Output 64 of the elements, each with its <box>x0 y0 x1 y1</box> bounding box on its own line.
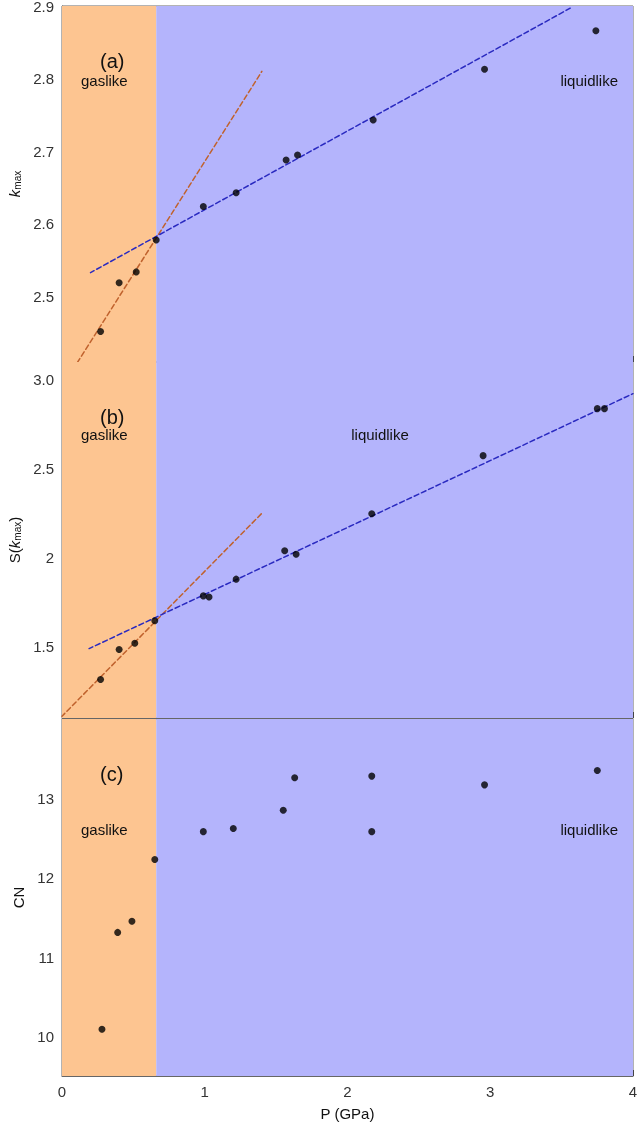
point <box>292 550 300 558</box>
point <box>481 65 489 73</box>
y-tick-label: 2 <box>45 549 54 567</box>
point <box>115 645 123 653</box>
point <box>368 772 376 780</box>
x-tick-label: 1 <box>200 1083 209 1100</box>
x-tick-label: 0 <box>57 1083 67 1100</box>
point <box>481 781 489 789</box>
y-tick-label: 13 <box>37 789 54 807</box>
point <box>279 806 287 814</box>
point <box>368 510 376 518</box>
point <box>291 774 299 782</box>
band-label: liquidlike <box>560 821 618 838</box>
band-label: gaslike <box>81 72 128 89</box>
point <box>128 917 136 925</box>
band-label: gaslike <box>81 821 128 838</box>
point <box>199 203 207 211</box>
y-axis-title: CN <box>10 886 28 909</box>
point <box>294 151 302 159</box>
point <box>115 279 123 287</box>
y-tick-label: 12 <box>37 869 54 887</box>
point <box>199 828 207 836</box>
y-tick-label: 2.8 <box>33 70 54 88</box>
point <box>593 767 601 775</box>
y-tick-label: 2.5 <box>33 288 54 306</box>
point <box>152 236 160 244</box>
annotation: (a) <box>100 50 125 72</box>
annotation: (b) <box>100 406 125 428</box>
point <box>369 116 377 124</box>
annotation: (c) <box>100 763 124 785</box>
point <box>600 405 608 413</box>
point <box>232 189 240 197</box>
point <box>131 639 139 647</box>
x-tick-label: 2 <box>343 1083 352 1100</box>
point <box>479 452 487 460</box>
point <box>199 592 207 600</box>
point <box>132 268 140 276</box>
point <box>97 676 105 684</box>
y-axis-title: S(kmax) <box>5 516 23 564</box>
y-tick-label: 2.5 <box>33 460 54 478</box>
band-label: liquidlike <box>560 72 618 89</box>
point <box>98 1025 106 1033</box>
y-axis-title: kmax <box>5 170 23 198</box>
point <box>232 575 240 583</box>
x-tick-label: 3 <box>486 1083 495 1100</box>
y-tick-label: 2.7 <box>33 142 54 160</box>
y-tick-label: 1.5 <box>33 638 54 656</box>
point <box>281 547 289 555</box>
y-tick-label: 2.6 <box>33 215 54 233</box>
y-tick-label: 2.9 <box>33 0 54 15</box>
y-tick-label: 3.0 <box>33 371 54 389</box>
point <box>368 828 376 836</box>
y-tick-label: 10 <box>37 1027 54 1045</box>
band-label: liquidlike <box>351 426 409 443</box>
point <box>593 405 601 413</box>
point <box>229 824 237 832</box>
x-axis-title: P (GPa) <box>320 1105 375 1122</box>
y-tick-label: 11 <box>38 948 54 966</box>
point <box>114 928 122 936</box>
point <box>97 327 105 335</box>
point <box>151 855 159 863</box>
point <box>592 27 600 35</box>
point <box>151 617 159 625</box>
x-tick-label: 4 <box>628 1083 638 1100</box>
